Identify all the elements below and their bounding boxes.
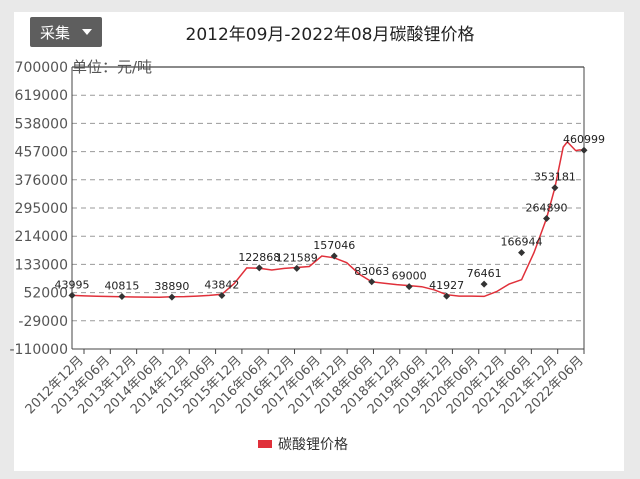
collect-button-label: 采集 [39,23,70,42]
y-tick-label: 457000 [15,145,68,161]
caret-down-icon [82,29,92,35]
data-point-marker[interactable] [330,252,338,260]
y-tick-label: -110000 [10,342,69,358]
y-tick-label: 376000 [15,173,68,189]
data-label: 43995 [55,278,90,291]
data-label: 38890 [154,280,189,293]
data-label: 353181 [534,171,576,184]
legend-label: 碳酸锂价格 [278,437,348,453]
data-point-marker[interactable] [443,292,451,300]
y-tick-label: 295000 [15,201,68,217]
data-label: 69000 [392,270,427,283]
data-point-marker[interactable] [293,264,301,272]
data-point-marker[interactable] [218,291,226,299]
data-label: 121589 [276,251,318,264]
y-tick-label: 214000 [15,229,68,245]
chart-title: 2012年09月-2022年08月碳酸锂价格 [185,25,475,45]
data-label: 264890 [526,201,568,214]
data-label: 157046 [313,239,355,252]
y-tick-label: 538000 [15,116,68,132]
legend[interactable]: 碳酸锂价格 [258,434,348,454]
data-point-marker[interactable] [518,249,526,257]
data-point-marker[interactable] [255,264,263,272]
data-point-marker[interactable] [68,291,76,299]
data-point-marker[interactable] [543,214,551,222]
legend-swatch [258,440,272,448]
data-point-marker[interactable] [168,293,176,301]
y-tick-label: 133000 [15,257,68,273]
y-axis-unit-label: 单位：元/吨 [72,58,152,76]
data-label: 122868 [238,251,280,264]
data-label: 41927 [429,279,464,292]
data-point-marker[interactable] [368,278,376,286]
collect-button[interactable]: 采集 [30,17,102,47]
data-point-marker[interactable] [405,283,413,291]
series-line [71,140,585,298]
data-label: 83063 [354,265,389,278]
chart-card [14,12,624,471]
data-label: 166944 [501,236,543,249]
data-point-marker[interactable] [118,292,126,300]
y-tick-label: -29000 [18,314,68,330]
y-tick-label: 700000 [15,60,68,76]
y-tick-label: 52000 [23,286,68,302]
y-tick-label: 619000 [15,88,68,104]
data-label: 40815 [104,279,139,292]
data-label: 460999 [563,133,605,146]
data-point-marker[interactable] [580,146,588,154]
data-label: 43842 [204,278,239,291]
data-point-marker[interactable] [480,280,488,288]
data-point-marker[interactable] [551,184,559,192]
data-label: 76461 [467,267,502,280]
